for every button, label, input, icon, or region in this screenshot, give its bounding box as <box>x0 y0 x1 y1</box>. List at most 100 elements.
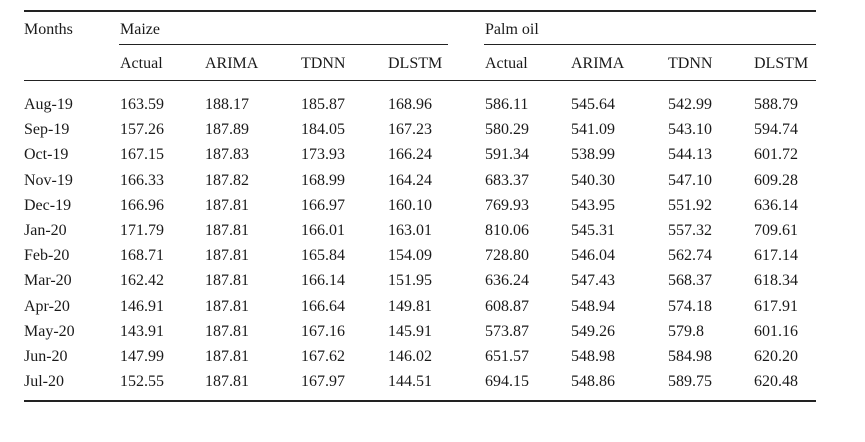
row-month: Jun-20 <box>24 348 68 365</box>
table-cell: 617.91 <box>754 297 798 315</box>
row-month: Apr-20 <box>24 297 70 315</box>
table-cell: 173.93 <box>301 146 345 164</box>
table-cell: 147.99 <box>120 348 164 365</box>
table-cell: 167.97 <box>301 373 345 391</box>
table-cell: 562.74 <box>668 247 712 265</box>
table-cell: 547.10 <box>668 171 712 189</box>
table-cell: 636.24 <box>485 272 529 290</box>
table-cell: 187.82 <box>205 171 249 189</box>
table-cell: 584.98 <box>668 348 712 365</box>
table-cell: 149.81 <box>388 297 432 315</box>
table-cell: 187.81 <box>205 222 249 239</box>
table-cell: 548.86 <box>571 373 615 391</box>
table-cell: 588.79 <box>754 96 798 113</box>
table-cell: 694.15 <box>485 373 529 391</box>
group-rule <box>119 44 448 45</box>
table-cell: 551.92 <box>668 196 712 214</box>
table-cell: 617.14 <box>754 247 798 265</box>
table-cell: 185.87 <box>301 96 345 113</box>
table-cell: 152.55 <box>120 373 164 391</box>
table-cell: 546.04 <box>571 247 615 265</box>
table-cell: 543.95 <box>571 196 615 214</box>
table-cell: 171.79 <box>120 222 164 239</box>
table-cell: 547.43 <box>571 272 615 290</box>
table-cell: 601.16 <box>754 322 798 340</box>
row-month: Aug-19 <box>24 96 73 113</box>
table-cell: 165.84 <box>301 247 345 265</box>
table-cell: 545.64 <box>571 96 615 113</box>
row-month: Sep-19 <box>24 121 70 139</box>
table-cell: 541.09 <box>571 121 615 139</box>
table-cell: 601.72 <box>754 146 798 164</box>
table-cell: 143.91 <box>120 322 164 340</box>
table-cell: 154.09 <box>388 247 432 265</box>
table-cell: 548.98 <box>571 348 615 365</box>
table-cell: 168.71 <box>120 247 164 265</box>
table-cell: 589.75 <box>668 373 712 391</box>
table-cell: 167.23 <box>388 121 432 139</box>
row-month: Jul-20 <box>24 373 64 391</box>
table-cell: 187.81 <box>205 373 249 391</box>
table-cell: 542.99 <box>668 96 712 113</box>
table-cell: 618.34 <box>754 272 798 290</box>
table-cell: 545.31 <box>571 222 615 239</box>
top-rule <box>24 10 816 12</box>
table-cell: 683.37 <box>485 171 529 189</box>
group-header: Maize <box>120 21 160 38</box>
table-cell: 187.81 <box>205 247 249 265</box>
row-month: Jan-20 <box>24 222 67 239</box>
table-cell: 160.10 <box>388 196 432 214</box>
table-cell: 188.17 <box>205 96 249 113</box>
table-cell: 609.28 <box>754 171 798 189</box>
table-cell: 144.51 <box>388 373 432 391</box>
table-cell: 166.96 <box>120 196 164 214</box>
table-cell: 184.05 <box>301 121 345 139</box>
table-cell: 187.81 <box>205 196 249 214</box>
row-month: Oct-19 <box>24 146 69 164</box>
column-header: ARIMA <box>205 55 259 72</box>
table-cell: 166.24 <box>388 146 432 164</box>
table-cell: 543.10 <box>668 121 712 139</box>
table-cell: 187.81 <box>205 272 249 290</box>
table-cell: 167.16 <box>301 322 345 340</box>
table-cell: 168.99 <box>301 171 345 189</box>
row-month: Nov-19 <box>24 171 73 189</box>
header-rule <box>24 80 816 81</box>
table-cell: 187.89 <box>205 121 249 139</box>
table-cell: 166.14 <box>301 272 345 290</box>
table-cell: 620.20 <box>754 348 798 365</box>
table-cell: 636.14 <box>754 196 798 214</box>
table-cell: 167.62 <box>301 348 345 365</box>
table-cell: 166.64 <box>301 297 345 315</box>
column-header: ARIMA <box>571 55 625 72</box>
bottom-rule <box>24 400 816 402</box>
column-header: DLSTM <box>388 55 443 72</box>
table-cell: 573.87 <box>485 322 529 340</box>
table-cell: 810.06 <box>485 222 529 239</box>
group-header: Palm oil <box>485 21 539 38</box>
table-cell: 591.34 <box>485 146 529 164</box>
table-cell: 145.91 <box>388 322 432 340</box>
table-cell: 579.8 <box>668 322 704 340</box>
table-cell: 538.99 <box>571 146 615 164</box>
row-month: Feb-20 <box>24 247 70 265</box>
table-cell: 166.97 <box>301 196 345 214</box>
table-cell: 187.81 <box>205 322 249 340</box>
table-cell: 544.13 <box>668 146 712 164</box>
table-cell: 167.15 <box>120 146 164 164</box>
table-cell: 187.81 <box>205 297 249 315</box>
table-cell: 187.81 <box>205 348 249 365</box>
stub-header: Months <box>24 21 73 38</box>
table-cell: 769.93 <box>485 196 529 214</box>
table-cell: 157.26 <box>120 121 164 139</box>
table-cell: 557.32 <box>668 222 712 239</box>
table-cell: 187.83 <box>205 146 249 164</box>
column-header: DLSTM <box>754 55 809 72</box>
table-cell: 594.74 <box>754 121 798 139</box>
table-cell: 586.11 <box>485 96 529 113</box>
table-cell: 146.91 <box>120 297 164 315</box>
column-header: Actual <box>120 55 163 72</box>
table-cell: 608.87 <box>485 297 529 315</box>
table-cell: 549.26 <box>571 322 615 340</box>
table-cell: 162.42 <box>120 272 164 290</box>
